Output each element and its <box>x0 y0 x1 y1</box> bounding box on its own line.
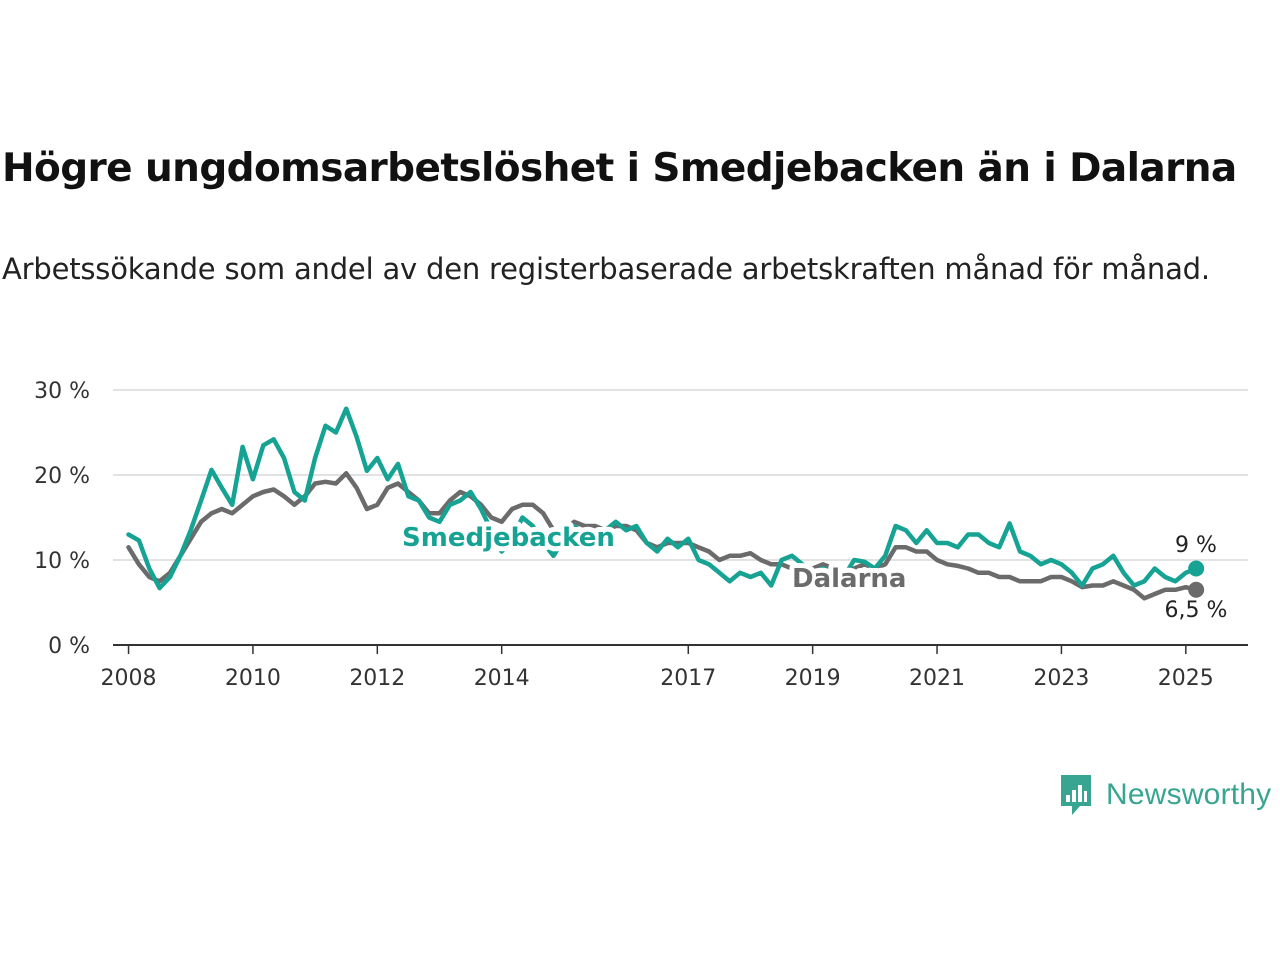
x-tick-label: 2025 <box>1158 666 1214 691</box>
x-tick-label: 2021 <box>909 666 965 691</box>
brand-name: Newsworthy <box>1106 778 1272 811</box>
x-tick-label: 2023 <box>1033 666 1089 691</box>
y-tick-label: 30 % <box>34 379 90 404</box>
newsworthy-logo-icon <box>1061 775 1091 815</box>
dalarna-end-value: 6,5 % <box>1165 598 1228 623</box>
smedjebacken-end-value: 9 % <box>1175 533 1217 558</box>
x-tick-label: 2017 <box>660 666 716 691</box>
x-tick-label: 2010 <box>225 666 281 691</box>
y-axis-ticks: 0 % 10 % 20 % 30 % <box>34 379 90 659</box>
dalarna-line <box>126 471 1199 601</box>
x-tick-label: 2012 <box>349 666 405 691</box>
x-axis-ticks: 2008 2010 2012 2014 2017 2019 2021 2023 2025 <box>101 645 1214 691</box>
dalarna-label-halo: Dalarna <box>792 564 906 594</box>
y-tick-label: 10 % <box>34 549 90 574</box>
chart-subtitle: Arbetssökande som andel av den registerb… <box>2 252 1210 286</box>
y-tick-label: 0 % <box>48 634 90 659</box>
x-tick-label: 2014 <box>474 666 530 691</box>
gridlines <box>113 389 1248 646</box>
series-labels: SmedjebackenSmedjebackenDalarnaDalarna9 … <box>397 518 1228 623</box>
x-tick-label: 2019 <box>785 666 841 691</box>
smedjebacken-label: Smedjebacken <box>402 523 615 553</box>
dalarna-label: Dalarna <box>792 564 906 594</box>
x-tick-label: 2008 <box>101 666 157 691</box>
smedjebacken-label-halo: Smedjebacken <box>402 523 615 553</box>
chart-title: Högre ungdomsarbetslöshet i Smedjebacken… <box>2 146 1237 191</box>
newsworthy-brand: Newsworthy <box>1058 772 1271 818</box>
dalarna-end-dot <box>1188 581 1205 598</box>
line-chart: 0 % 10 % 20 % 30 % 2008 2010 2012 2014 2017 2019… <box>34 379 1248 691</box>
smedjebacken-end-dot <box>1188 560 1205 577</box>
smedjebacken-line <box>126 406 1199 591</box>
y-tick-label: 20 % <box>34 464 90 489</box>
series-lines <box>126 406 1205 601</box>
